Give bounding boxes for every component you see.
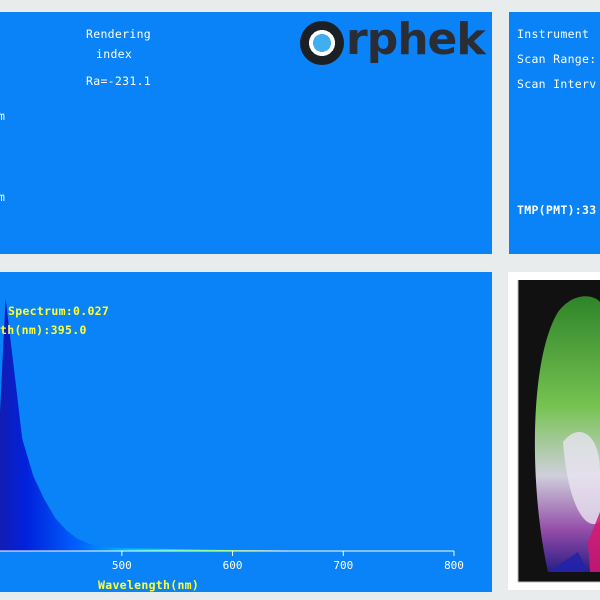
instrument-panel: Instrument Scan Range: Scan Interv TMP(P… — [509, 12, 600, 254]
instrument-label: Instrument — [517, 27, 590, 41]
x-tick-label-600: 600 — [223, 559, 243, 572]
peak-wavelength-label: th(nm):395.0 — [0, 323, 87, 337]
x-tick-label-800: 800 — [444, 559, 464, 572]
x-tick-label-700: 700 — [333, 559, 353, 572]
cie-diagram-panel — [508, 272, 600, 590]
tmp-pmt-label: TMP(PMT):33 — [517, 203, 597, 217]
side-mark-1: m — [0, 109, 6, 123]
cie-red-region — [588, 512, 600, 572]
orphek-logo: rphek — [300, 13, 488, 71]
scan-range-label: Scan Range: — [517, 52, 597, 66]
side-mark-2: m — [0, 190, 6, 204]
spectrum-chart: 500 600 700 800 — [0, 298, 464, 572]
rendering-title: Rendering — [86, 27, 152, 41]
logo-o-icon — [300, 21, 344, 65]
cie-blue-region — [548, 552, 588, 572]
rendering-index-panel: Rendering index Ra=-231.1 m m — [0, 12, 492, 254]
logo-text: rphek — [346, 14, 486, 65]
scan-interval-label: Scan Interv — [517, 77, 597, 91]
spectrum-area — [0, 298, 454, 551]
x-axis-label: Wavelength(nm) — [98, 578, 200, 592]
cie-white-region — [563, 432, 600, 525]
ra-value: Ra=-231.1 — [86, 74, 152, 88]
spectrum-panel: 500 600 700 800 Spectrum:0.027 th(nm):395.0… — [0, 272, 492, 592]
x-tick-label-500: 500 — [112, 559, 132, 572]
cie-diagram — [517, 280, 600, 583]
rendering-subtitle: index — [96, 47, 133, 61]
peak-spectrum-label: Spectrum:0.027 — [8, 304, 110, 318]
